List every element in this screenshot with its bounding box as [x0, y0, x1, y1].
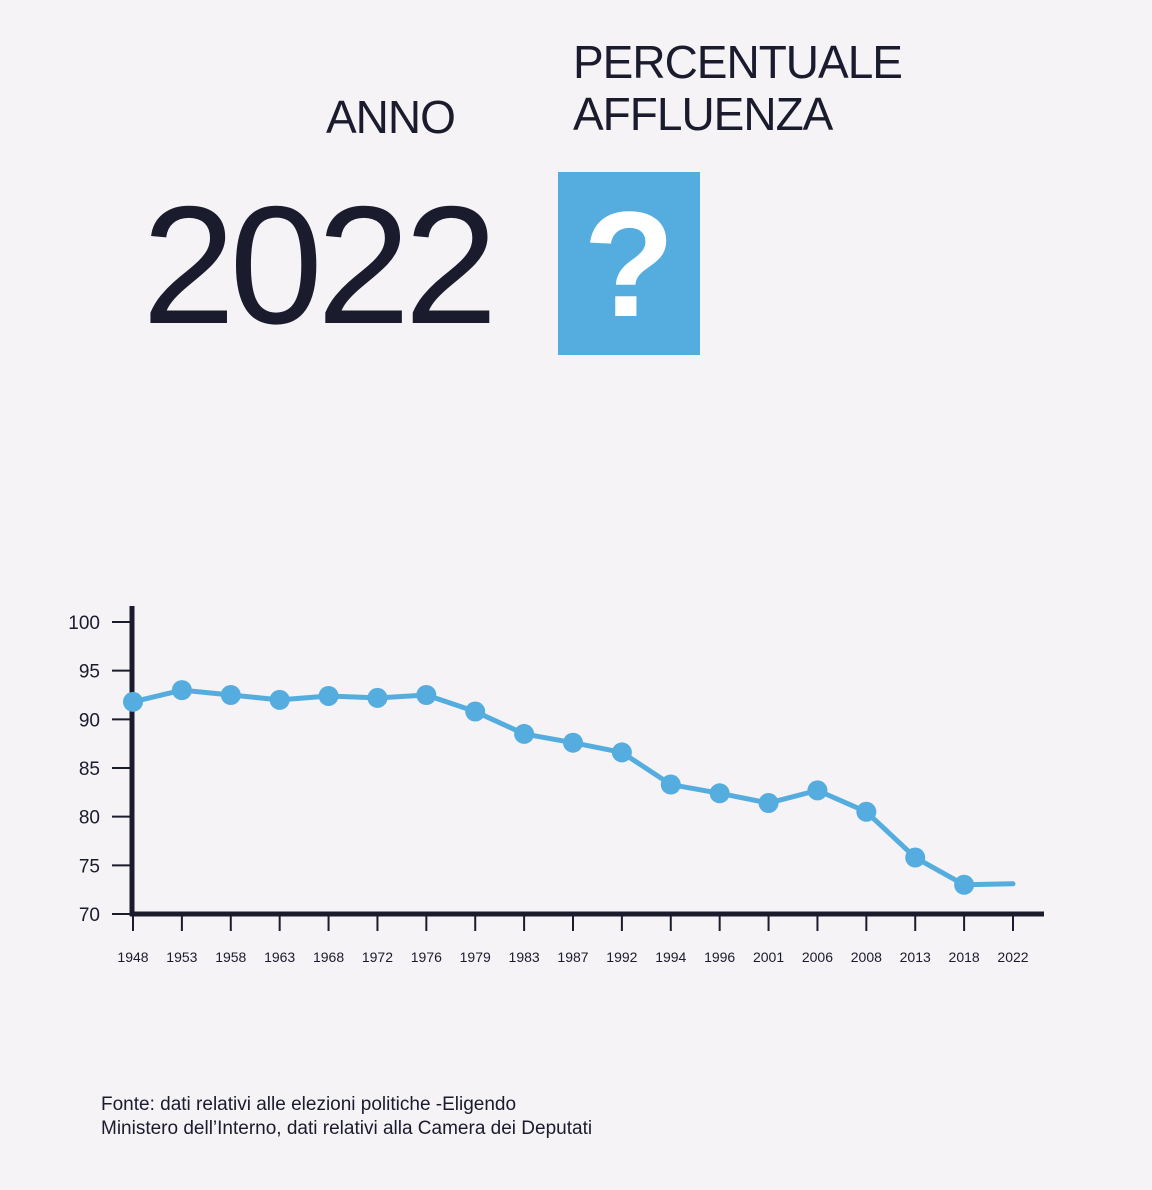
x-tick-label: 2008 [851, 949, 882, 965]
data-point-1972 [367, 687, 388, 708]
x-tick-label: 1968 [313, 949, 344, 965]
y-tick-label: 95 [79, 662, 100, 683]
selected-year: 2022 [142, 171, 498, 359]
x-tick-label: 1963 [264, 949, 295, 965]
source-note: Fonte: dati relativi alle elezioni polit… [101, 1093, 592, 1141]
x-tick-label: 2018 [949, 949, 980, 965]
y-tick-label: 75 [79, 856, 100, 877]
data-point-1968 [318, 685, 339, 706]
data-point-2008 [856, 801, 877, 822]
data-point-1996 [709, 783, 730, 804]
x-tick-label: 1953 [166, 949, 197, 965]
x-tick-label: 1987 [557, 949, 588, 965]
x-tick-label: 2013 [900, 949, 931, 965]
data-point-2013 [905, 847, 926, 868]
data-point-1983 [514, 723, 535, 744]
data-point-2006 [807, 780, 828, 801]
data-point-1963 [269, 689, 290, 710]
percentuale-label-line1: PERCENTUALE [573, 36, 903, 88]
x-tick-label: 1948 [117, 949, 148, 965]
anno-label: ANNO [326, 91, 456, 143]
data-point-1953 [171, 680, 192, 701]
data-point-2001 [758, 793, 779, 814]
x-tick-label: 1972 [362, 949, 393, 965]
y-tick-label: 70 [79, 905, 100, 926]
x-tick-label: 2022 [997, 949, 1028, 965]
x-tick-label: 1992 [606, 949, 637, 965]
unknown-turnout-box: ? [558, 172, 700, 355]
percentuale-affluenza-label: PERCENTUALE AFFLUENZA [573, 36, 903, 140]
y-tick-label: 80 [79, 808, 100, 829]
data-point-1992 [611, 742, 632, 763]
data-point-1994 [660, 774, 681, 795]
data-point-1958 [220, 685, 241, 705]
x-tick-label: 2006 [802, 949, 833, 965]
source-line-1: Fonte: dati relativi alle elezioni polit… [101, 1094, 517, 1115]
question-mark-icon: ? [583, 179, 675, 348]
turnout-line [130, 687, 967, 888]
y-tick-label: 100 [68, 613, 100, 634]
data-point-1976 [416, 685, 437, 705]
x-tick-label: 1979 [460, 949, 491, 965]
x-tick-label: 1976 [411, 949, 442, 965]
data-point-1979 [465, 701, 486, 722]
percentuale-label-line2: AFFLUENZA [573, 88, 833, 140]
x-tick-label: 1996 [704, 949, 735, 965]
source-line-2: Ministero dell’Interno, dati relativi al… [101, 1118, 593, 1139]
x-tick-label: 1983 [509, 949, 540, 965]
x-tick-label: 1958 [215, 949, 246, 965]
x-tick-label: 2001 [753, 949, 784, 965]
y-tick-label: 90 [79, 710, 100, 731]
data-point-1987 [563, 732, 583, 753]
x-tick-label: 1994 [655, 949, 686, 965]
data-point-1948 [123, 691, 143, 712]
y-tick-label: 85 [79, 759, 100, 780]
data-point-2018 [954, 874, 975, 895]
